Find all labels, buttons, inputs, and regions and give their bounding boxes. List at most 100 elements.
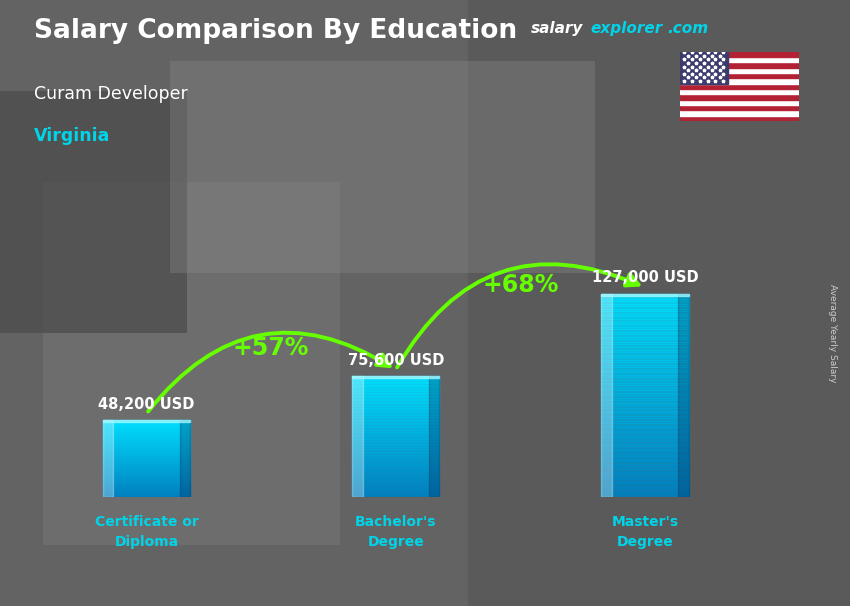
Bar xyxy=(602,492,688,494)
Bar xyxy=(352,485,439,487)
Bar xyxy=(352,465,439,467)
Bar xyxy=(352,421,439,423)
Bar xyxy=(352,381,439,382)
Bar xyxy=(103,496,190,497)
Bar xyxy=(103,476,190,477)
Bar xyxy=(602,367,688,370)
Bar xyxy=(103,432,190,433)
Bar xyxy=(103,467,190,468)
Bar xyxy=(602,327,688,329)
Bar xyxy=(352,461,439,462)
Bar xyxy=(352,379,439,381)
Bar xyxy=(602,337,688,339)
Bar xyxy=(602,395,688,398)
Bar xyxy=(680,78,799,84)
Bar xyxy=(602,352,688,355)
Text: +68%: +68% xyxy=(482,273,558,297)
Bar xyxy=(352,462,439,464)
Bar xyxy=(352,473,439,474)
Bar xyxy=(680,95,799,100)
Bar xyxy=(602,451,688,454)
Bar xyxy=(352,412,439,414)
Bar xyxy=(602,382,688,385)
Bar xyxy=(103,471,190,472)
Bar xyxy=(352,420,439,421)
Bar xyxy=(352,476,439,478)
Bar xyxy=(680,116,799,121)
Bar xyxy=(352,414,439,415)
Bar xyxy=(103,473,190,474)
Bar xyxy=(602,433,688,436)
Bar xyxy=(602,467,688,469)
Text: Virginia: Virginia xyxy=(34,127,110,145)
Bar xyxy=(602,355,688,357)
Bar xyxy=(352,444,439,445)
Bar xyxy=(602,316,688,319)
Bar xyxy=(602,494,688,497)
Bar xyxy=(103,492,190,493)
Bar xyxy=(103,454,190,456)
Bar xyxy=(602,413,688,416)
Bar xyxy=(680,84,799,89)
Bar xyxy=(103,462,190,463)
Bar xyxy=(352,447,439,448)
Bar xyxy=(602,296,688,299)
Bar xyxy=(352,484,439,485)
Bar xyxy=(602,309,688,311)
Bar xyxy=(602,324,688,327)
Bar xyxy=(103,458,190,459)
Bar xyxy=(602,446,688,448)
Bar xyxy=(352,394,439,396)
Bar xyxy=(602,426,688,428)
Bar xyxy=(680,73,799,78)
Bar xyxy=(103,453,190,454)
Bar xyxy=(602,350,688,352)
Bar xyxy=(680,57,799,62)
Bar xyxy=(103,481,190,482)
Bar xyxy=(103,424,190,425)
Bar xyxy=(352,432,439,433)
Bar xyxy=(103,447,190,448)
Bar xyxy=(352,405,439,406)
Bar xyxy=(352,427,439,429)
Text: 48,200 USD: 48,200 USD xyxy=(99,397,195,411)
Bar xyxy=(352,399,439,400)
Bar xyxy=(352,456,439,458)
Bar xyxy=(103,486,190,487)
Bar xyxy=(103,493,190,494)
Bar xyxy=(602,344,688,347)
Bar xyxy=(602,339,688,342)
Bar xyxy=(352,430,439,432)
Bar xyxy=(352,442,439,444)
Text: Bachelor's
Degree: Bachelor's Degree xyxy=(355,515,436,548)
Bar xyxy=(103,459,190,461)
Bar xyxy=(352,479,439,481)
Bar xyxy=(103,442,190,443)
Bar xyxy=(352,403,439,405)
Bar xyxy=(680,52,728,84)
Bar xyxy=(103,487,190,488)
Bar xyxy=(602,456,688,459)
Bar xyxy=(103,427,190,428)
Text: Certificate or
Diploma: Certificate or Diploma xyxy=(94,515,198,548)
Bar xyxy=(103,430,190,431)
Bar xyxy=(103,435,190,436)
Bar xyxy=(680,89,799,95)
Bar xyxy=(352,384,439,385)
Bar xyxy=(352,435,439,436)
Bar xyxy=(352,488,439,490)
Bar xyxy=(103,456,190,458)
Bar xyxy=(602,421,688,423)
Bar xyxy=(352,494,439,496)
Text: 75,600 USD: 75,600 USD xyxy=(348,353,444,368)
Bar xyxy=(352,438,439,439)
Bar xyxy=(352,496,439,497)
Bar xyxy=(602,299,688,301)
Bar xyxy=(602,365,688,367)
Bar xyxy=(602,471,688,474)
Bar xyxy=(602,329,688,331)
Bar xyxy=(602,342,688,344)
Bar xyxy=(103,472,190,473)
Bar xyxy=(602,474,688,476)
Bar xyxy=(103,466,190,467)
